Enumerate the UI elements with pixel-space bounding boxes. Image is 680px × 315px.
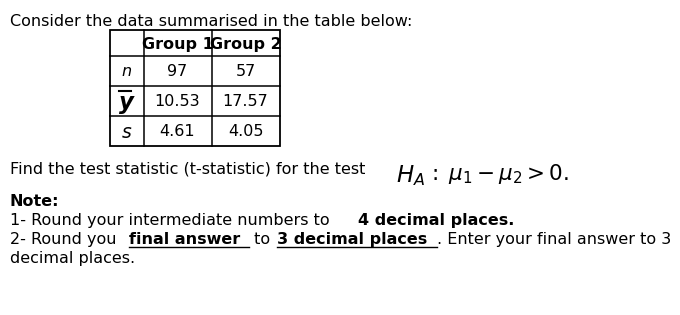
Text: y: y	[120, 91, 135, 114]
Text: $H_A$: $H_A$	[396, 163, 425, 188]
Text: Note:: Note:	[10, 194, 59, 209]
Text: 1- Round your intermediate numbers to: 1- Round your intermediate numbers to	[10, 213, 335, 228]
Text: n: n	[122, 65, 132, 79]
Text: final answer: final answer	[129, 232, 241, 247]
Text: s: s	[122, 123, 132, 141]
Text: 97: 97	[167, 65, 188, 79]
Text: Group 2: Group 2	[209, 37, 282, 51]
Text: Consider the data summarised in the table below:: Consider the data summarised in the tabl…	[10, 14, 412, 29]
Text: 57: 57	[235, 65, 256, 79]
Text: to: to	[248, 232, 275, 247]
Bar	[110, 30, 279, 146]
Text: 17.57: 17.57	[222, 94, 269, 110]
Text: 2- Round you: 2- Round you	[10, 232, 122, 247]
Text: . Enter your final answer to 3: . Enter your final answer to 3	[437, 232, 672, 247]
Text: 10.53: 10.53	[155, 94, 201, 110]
Text: Group 1: Group 1	[141, 37, 214, 51]
Text: 4.05: 4.05	[228, 124, 263, 140]
Text: 4 decimal places.: 4 decimal places.	[358, 213, 514, 228]
Text: $:\;\mu_1 - \mu_2 > 0.$: $:\;\mu_1 - \mu_2 > 0.$	[427, 162, 569, 186]
Text: decimal places.: decimal places.	[10, 251, 135, 266]
Text: 3 decimal places: 3 decimal places	[277, 232, 427, 247]
Text: Find the test statistic (t-statistic) for the test: Find the test statistic (t-statistic) fo…	[10, 162, 371, 177]
Text: 4.61: 4.61	[160, 124, 195, 140]
